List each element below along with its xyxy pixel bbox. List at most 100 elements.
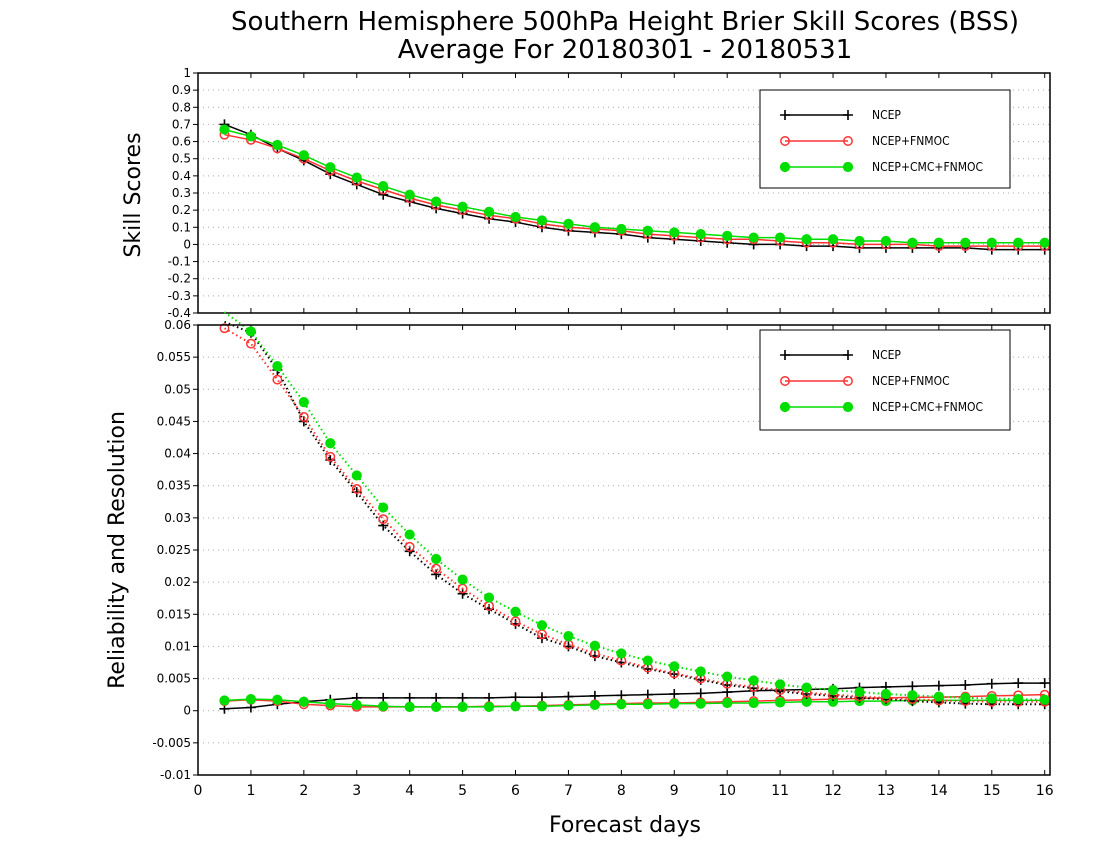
- bottom-plot-frame: [197, 324, 1051, 776]
- bottom-data-point: [589, 690, 600, 701]
- bottom-y-tick-label: 0.05: [164, 382, 191, 396]
- bottom-data-point: [1039, 678, 1050, 689]
- bottom-legend-marker: [842, 401, 854, 413]
- top-data-point: [616, 223, 627, 235]
- bottom-y-tick-label: 0.01: [164, 639, 191, 653]
- bottom-y-tick-label: 0.045: [157, 414, 191, 428]
- bottom-data-point: [563, 691, 574, 702]
- bottom-data-point: [722, 671, 733, 682]
- bottom-y-tick-label: 0.04: [164, 447, 191, 461]
- bottom-data-point: [325, 438, 336, 449]
- bottom-legend-box: [759, 329, 1011, 431]
- bottom-y-tick-label: 0.035: [157, 479, 191, 493]
- top-data-point: [986, 237, 997, 248]
- bottom-data-point: [986, 693, 997, 704]
- bottom-data-point: [775, 697, 786, 708]
- bottom-data-point: [695, 698, 706, 709]
- top-data-point: [907, 237, 918, 248]
- bottom-data-point: [669, 698, 680, 709]
- bottom-series-line-dotted: [223, 311, 1045, 701]
- top-legend-box: [759, 89, 1011, 189]
- bottom-data-point: [510, 606, 521, 617]
- bottom-y-tick-label: 0.055: [157, 350, 191, 364]
- bottom-data-point: [378, 520, 389, 531]
- bottom-data-point: [616, 648, 627, 659]
- x-tick-label: 2: [299, 783, 308, 799]
- top-data-point: [827, 234, 839, 245]
- top-data-point: [536, 215, 548, 226]
- x-tick-label: 14: [930, 783, 948, 799]
- bottom-data-point: [907, 681, 918, 692]
- x-tick-label: 16: [1036, 783, 1054, 799]
- top-data-point: [378, 189, 389, 200]
- top-data-point: [748, 232, 759, 243]
- x-tick-label: 12: [824, 783, 842, 799]
- bottom-data-point: [616, 690, 627, 701]
- top-y-tick-label: 0: [183, 237, 191, 251]
- top-y-tick-label: 0.2: [172, 203, 191, 217]
- top-y-tick-label: 1: [183, 66, 191, 80]
- top-legend-marker: [780, 136, 790, 146]
- x-tick-label: 13: [877, 783, 895, 799]
- bottom-data-point: [298, 696, 309, 707]
- x-tick-label: 9: [670, 783, 679, 799]
- bottom-data-point: [827, 685, 839, 696]
- bottom-data-point: [245, 338, 256, 349]
- top-data-point: [378, 181, 389, 192]
- top-data-point: [854, 235, 865, 247]
- bottom-data-point: [298, 397, 309, 408]
- x-tick-label: 11: [771, 783, 789, 799]
- bottom-data-point: [483, 701, 495, 712]
- top-data-point: [722, 230, 733, 241]
- top-y-tick-label: -0.1: [168, 255, 191, 269]
- reliability-resolution-panel: 0.060.0550.050.0450.040.0350.030.0250.02…: [152, 311, 1054, 799]
- x-tick-label: 0: [194, 783, 203, 799]
- top-data-point: [325, 162, 336, 173]
- bottom-data-point: [669, 661, 680, 672]
- bottom-y-tick-label: 0.02: [164, 575, 191, 589]
- bottom-data-point: [536, 620, 548, 631]
- bottom-data-point: [933, 691, 944, 702]
- top-legend-marker: [779, 161, 791, 173]
- bottom-data-point: [642, 699, 653, 710]
- top-y-tick-label: 0.8: [172, 100, 191, 114]
- top-y-tick-label: -0.3: [168, 289, 191, 303]
- bottom-data-point: [431, 692, 442, 703]
- top-y-tick-label: -0.4: [168, 306, 191, 320]
- top-data-point: [880, 235, 892, 247]
- bottom-data-point: [404, 529, 415, 540]
- bottom-data-point: [245, 326, 257, 337]
- top-legend-marker: [780, 110, 790, 120]
- bottom-y-tick-label: 0.03: [164, 511, 191, 525]
- bottom-data-point: [616, 699, 627, 710]
- top-data-point: [1013, 237, 1024, 248]
- bottom-data-point: [431, 569, 442, 580]
- top-data-point: [298, 150, 309, 161]
- bottom-data-point: [378, 502, 389, 513]
- bottom-data-point: [431, 563, 442, 574]
- top-y-tick-label: 0.3: [172, 186, 191, 200]
- top-legend-label: NCEP: [872, 108, 901, 122]
- bottom-data-point: [536, 701, 548, 712]
- top-y-tick-label: 0.7: [172, 117, 191, 131]
- x-axis-label: Forecast days: [549, 813, 701, 838]
- bottom-data-point: [642, 689, 653, 700]
- top-legend-label: NCEP+FNMOC: [872, 134, 950, 148]
- bottom-data-point: [801, 682, 812, 693]
- bottom-legend-marker: [780, 376, 790, 386]
- bottom-legend-label: NCEP: [872, 348, 901, 362]
- top-data-point: [404, 189, 415, 200]
- bottom-data-point: [510, 692, 521, 703]
- top-y-tick-label: 0.1: [172, 220, 191, 234]
- bottom-data-point: [589, 640, 600, 651]
- bottom-data-point: [589, 699, 600, 711]
- bottom-data-point: [669, 689, 680, 699]
- top-legend-label: NCEP+CMC+FNMOC: [872, 160, 983, 174]
- bottom-data-point: [272, 361, 283, 372]
- bottom-data-point: [245, 694, 257, 705]
- bottom-legend-label: NCEP+FNMOC: [872, 374, 950, 388]
- bottom-data-point: [1013, 694, 1024, 705]
- bottom-data-point: [219, 323, 230, 334]
- bottom-y-tick-label: -0.005: [152, 736, 191, 750]
- bottom-data-point: [880, 688, 892, 700]
